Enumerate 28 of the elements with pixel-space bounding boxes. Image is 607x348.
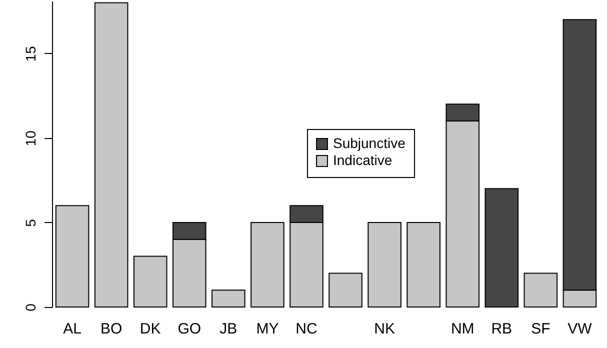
- y-tick-label: 5: [22, 218, 38, 227]
- x-tick-label: NM: [450, 320, 474, 338]
- bar: [212, 290, 246, 308]
- legend-label: Subjunctive: [333, 135, 406, 151]
- y-tick-label: 0: [22, 303, 38, 312]
- x-tick-label: MY: [256, 320, 279, 338]
- x-tick-label: JB: [220, 320, 238, 338]
- x-tick-label: SF: [531, 320, 550, 338]
- y-tick-label: 15: [22, 46, 38, 62]
- x-tick-label: GO: [178, 320, 202, 338]
- legend-label: Indicative: [333, 152, 392, 168]
- bar: [524, 272, 558, 308]
- x-tick-label: AL: [63, 320, 82, 338]
- bar: [328, 272, 362, 308]
- bar: [133, 256, 168, 308]
- x-tick-label: RB: [491, 320, 512, 338]
- x-tick-label: BO: [100, 320, 122, 338]
- x-tick-label: VW: [568, 320, 593, 338]
- y-tick-label: 10: [22, 130, 38, 146]
- bar: [406, 222, 440, 308]
- x-tick-label: NC: [296, 320, 318, 338]
- x-tick-label: DK: [140, 320, 161, 338]
- bar: [250, 222, 284, 308]
- bar: [94, 2, 128, 308]
- bar: [484, 188, 519, 308]
- x-tick-label: NK: [374, 320, 395, 338]
- bar: [368, 222, 402, 308]
- bar: [55, 205, 90, 308]
